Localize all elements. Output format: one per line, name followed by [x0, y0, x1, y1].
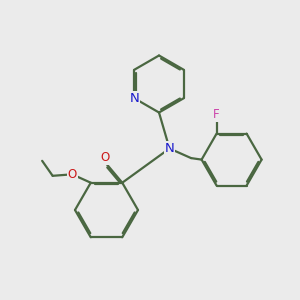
- Text: N: N: [165, 142, 174, 155]
- Text: O: O: [68, 168, 77, 181]
- Text: O: O: [100, 151, 109, 164]
- Text: N: N: [129, 92, 139, 105]
- Text: F: F: [213, 108, 220, 121]
